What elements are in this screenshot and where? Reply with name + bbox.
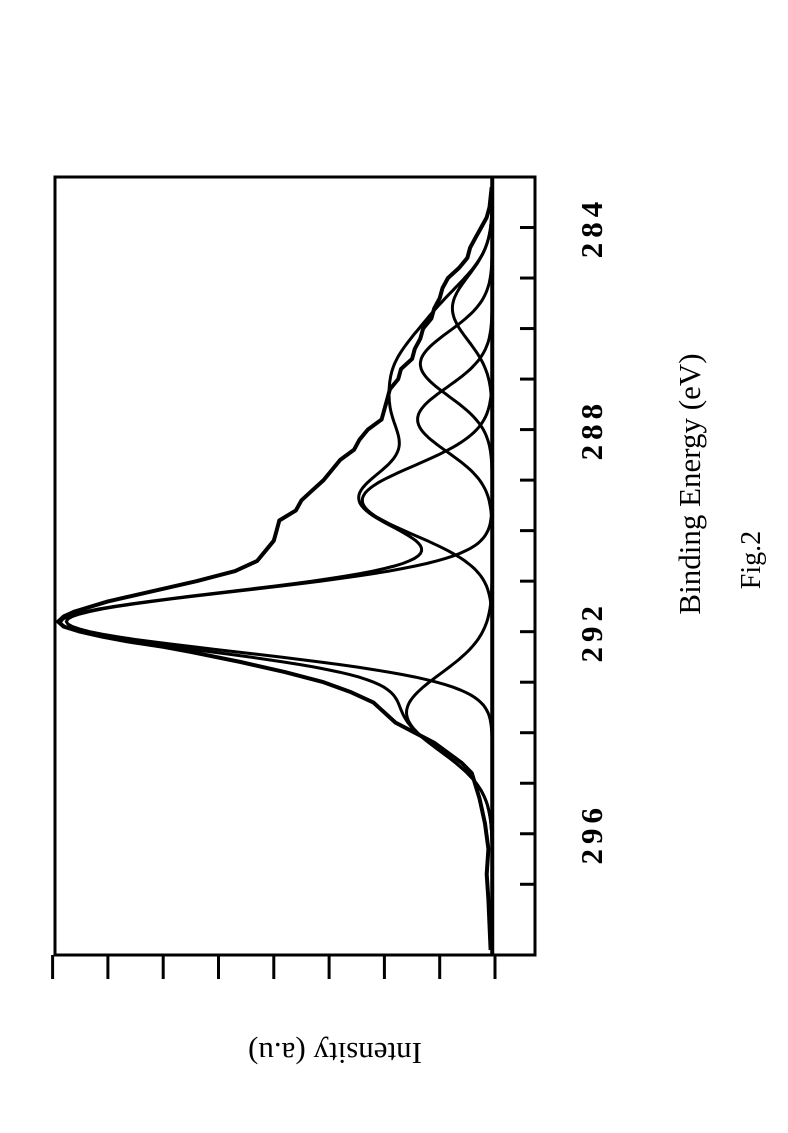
- x-tick-label: 284: [574, 197, 609, 259]
- fit-envelope: [59, 177, 494, 955]
- x-tick-label: 288: [574, 399, 609, 461]
- fit-component-1: [64, 177, 494, 955]
- tick-marks: [51, 226, 535, 979]
- y-axis-title: Intensity (a.u): [248, 1036, 422, 1071]
- spectrum-curves: [56, 177, 495, 955]
- x-axis-title: Binding Energy (eV): [672, 353, 707, 614]
- x-tick-label: 296: [574, 803, 609, 865]
- figure-caption: Fig.2: [736, 531, 767, 589]
- x-tick-label: 292: [574, 601, 609, 663]
- measured-spectrum: [56, 186, 494, 950]
- rotated-plot-group: 296 292 288 284 Binding Energy (eV) Intensi…: [51, 175, 767, 1071]
- plot-frame: [53, 175, 537, 957]
- fit-component-2: [360, 177, 494, 955]
- x-tick-labels: 296 292 288 284: [574, 197, 609, 865]
